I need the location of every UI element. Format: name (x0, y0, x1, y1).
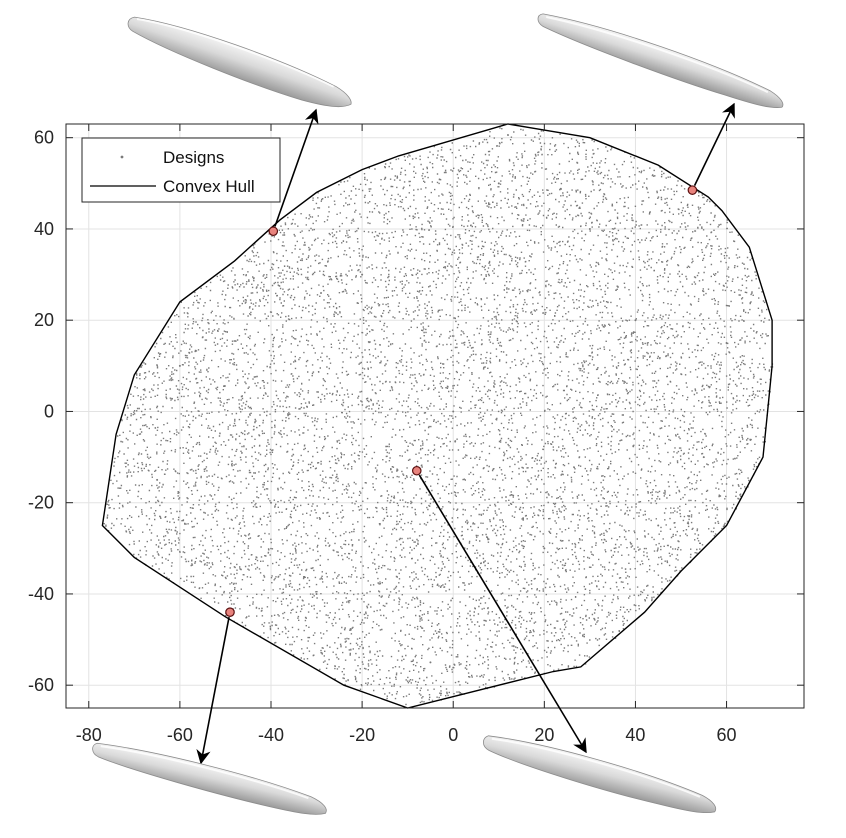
axes-box (65, 123, 805, 709)
legend-hull-label: Convex Hull (163, 177, 255, 196)
x-tick-label-1: -60 (167, 725, 193, 745)
y-tick-label-2: 20 (34, 310, 54, 330)
y-tick-label-4: -20 (28, 493, 54, 513)
design-point (543, 547, 546, 550)
plot-area: -80 -60 -40 -20 0 20 40 60 60 40 20 0 -20 -40 -60 (28, 123, 805, 745)
x-tick-label-5: 20 (534, 725, 554, 745)
highlighted-design-3 (411, 465, 422, 476)
x-tick-label-2: -40 (258, 725, 284, 745)
tick-marks (66, 124, 804, 708)
design-point (634, 319, 637, 322)
y-tick-label-5: -40 (28, 584, 54, 604)
highlight-arrow-1 (693, 102, 735, 187)
design-point (452, 410, 455, 413)
y-tick-label-1: 40 (34, 219, 54, 239)
ship-illustration-bottom-left (92, 742, 327, 815)
design-point (702, 456, 705, 459)
ship-illustration-top-left (127, 16, 352, 108)
legend-designs-label: Designs (163, 148, 224, 167)
highlighted-design-2 (225, 607, 235, 617)
design-point (497, 182, 500, 185)
legend-box (81, 137, 281, 203)
x-tick-label-4: 0 (448, 725, 458, 745)
x-tick-label-3: -20 (349, 725, 375, 745)
design-point (429, 661, 432, 664)
ship-illustration-top-right (537, 13, 784, 108)
highlighted-designs (196, 102, 735, 765)
design-point (361, 273, 364, 276)
x-tick-labels: -80 -60 -40 -20 0 20 40 60 (76, 725, 737, 745)
legend-designs-marker (120, 155, 124, 159)
highlight-arrow-3 (418, 474, 587, 754)
grid-lines (66, 124, 804, 708)
design-point (156, 478, 159, 481)
design-point (315, 592, 318, 595)
design-points (103, 127, 774, 708)
y-tick-label-3: 0 (44, 401, 54, 421)
x-tick-label-7: 60 (717, 725, 737, 745)
design-point (588, 227, 591, 230)
convex-hull-line (101, 123, 773, 709)
x-tick-label-0: -80 (76, 725, 102, 745)
ship-illustration-bottom-right (482, 735, 717, 814)
design-point (725, 342, 728, 344)
design-point (178, 364, 181, 367)
legend: Designs Convex Hull (81, 137, 281, 203)
design-point (270, 501, 272, 504)
y-tick-label-0: 60 (34, 128, 54, 148)
highlighted-design-1 (687, 185, 698, 195)
y-tick-labels: 60 40 20 0 -20 -40 -60 (28, 128, 54, 696)
design-point (657, 524, 660, 527)
highlight-arrow-2 (196, 616, 230, 765)
y-tick-label-6: -60 (28, 675, 54, 695)
x-tick-label-6: 40 (625, 725, 645, 745)
highlighted-design-0 (268, 226, 279, 237)
highlight-arrow-0 (274, 108, 319, 227)
